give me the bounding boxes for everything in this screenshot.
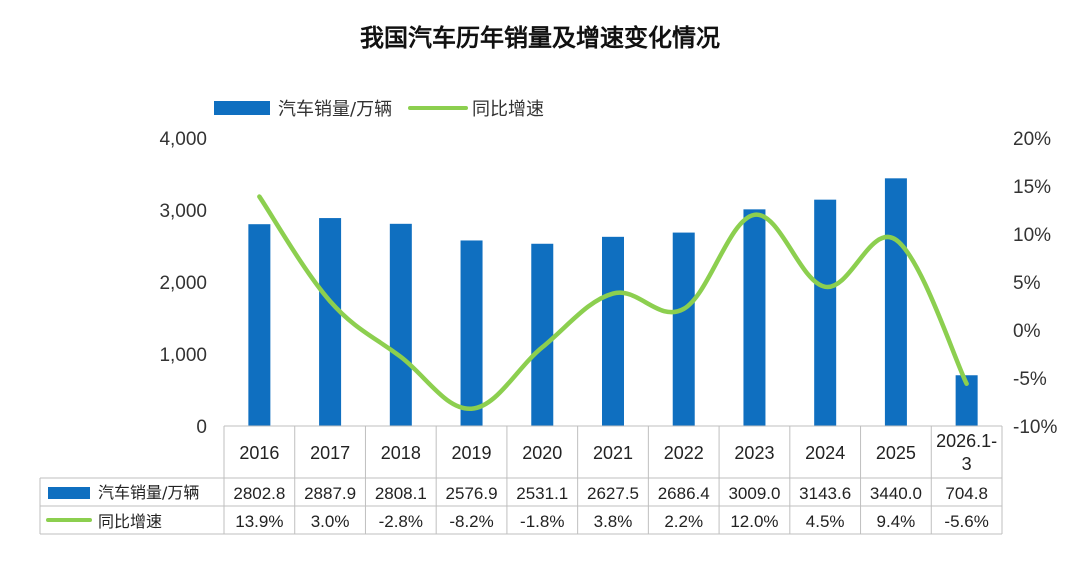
y-right-tick-label: 20% [1013, 129, 1051, 150]
category-label: 2020 [522, 443, 562, 463]
legend-bar-label: 汽车销量/万辆 [278, 99, 392, 120]
table-cell-value: 9.4% [877, 512, 916, 531]
legend-bar-swatch [214, 101, 270, 115]
bar [248, 224, 271, 426]
table-cell-value: -8.2% [449, 512, 493, 531]
growth-point [541, 346, 544, 349]
table-cell-value: 3.8% [594, 512, 633, 531]
bar [460, 240, 483, 426]
table-cell-value: 704.8 [945, 484, 988, 503]
growth-point [824, 285, 827, 288]
table-cell-value: 3.0% [311, 512, 350, 531]
y-left-tick-label: 4,000 [159, 129, 207, 150]
table-cell-value: 12.0% [730, 512, 778, 531]
category-label: 2022 [664, 443, 704, 463]
growth-point [399, 355, 402, 358]
table-cell-value: 13.9% [235, 512, 283, 531]
growth-point [470, 407, 473, 410]
table-cell-value: 2.2% [664, 512, 703, 531]
bar [602, 236, 624, 426]
table-cell-value: 2887.9 [304, 484, 356, 503]
bar [955, 375, 978, 426]
bar [389, 223, 412, 426]
y-left-tick-label: 0 [196, 417, 207, 438]
category-label: 2026.1- [936, 431, 997, 451]
category-label: 2017 [310, 443, 350, 463]
category-label: 2018 [381, 443, 421, 463]
y-left-tick-label: 2,000 [159, 273, 207, 294]
table-row-label: 同比增速 [98, 512, 162, 531]
growth-point [894, 238, 897, 241]
bar [814, 199, 837, 426]
table-bar-key [48, 487, 90, 499]
bar [531, 243, 554, 426]
table-cell-value: 2531.1 [516, 484, 568, 503]
category-label: 2023 [734, 443, 774, 463]
table-row-label: 汽车销量/万辆 [98, 483, 199, 502]
growth-point [329, 300, 332, 303]
table-cell-value: 4.5% [806, 512, 845, 531]
bar [672, 232, 695, 426]
growth-point [682, 307, 685, 310]
category-label: 2024 [805, 443, 845, 463]
y-right-tick-label: 10% [1013, 225, 1051, 246]
table-cell-value: 3009.0 [728, 484, 780, 503]
growth-point [753, 213, 756, 216]
y-right-tick-label: 5% [1013, 273, 1041, 294]
table-cell-value: 2627.5 [587, 484, 639, 503]
bar [743, 209, 766, 426]
table-cell-value: 2576.9 [446, 484, 498, 503]
category-label: 2016 [239, 443, 279, 463]
category-label: 3 [962, 454, 972, 474]
y-left-tick-label: 1,000 [159, 345, 207, 366]
growth-point [258, 195, 261, 198]
y-right-tick-label: -10% [1013, 417, 1057, 438]
bar [319, 218, 342, 426]
table-cell-value: 2802.8 [233, 484, 285, 503]
y-left-tick-label: 3,000 [159, 201, 207, 222]
table-cell-value: 2686.4 [658, 484, 710, 503]
y-right-tick-label: -5% [1013, 369, 1047, 390]
table-cell-value: 3440.0 [870, 484, 922, 503]
y-right-tick-label: 15% [1013, 177, 1051, 198]
y-right-tick-label: 0% [1013, 321, 1041, 342]
growth-line [257, 194, 969, 411]
table-cell-value: -1.8% [520, 512, 564, 531]
category-label: 2019 [452, 443, 492, 463]
table-cell-value: -2.8% [379, 512, 423, 531]
legend-line-label: 同比增速 [472, 99, 544, 120]
growth-point [612, 292, 614, 295]
growth-point [965, 382, 968, 385]
category-label: 2021 [593, 443, 633, 463]
table-cell-value: 3143.6 [799, 484, 851, 503]
category-label: 2025 [876, 443, 916, 463]
table-cell-value: -5.6% [944, 512, 988, 531]
bar [884, 178, 907, 426]
chart-title: 我国汽车历年销量及增速变化情况 [360, 24, 720, 52]
table-cell-value: 2808.1 [375, 484, 427, 503]
